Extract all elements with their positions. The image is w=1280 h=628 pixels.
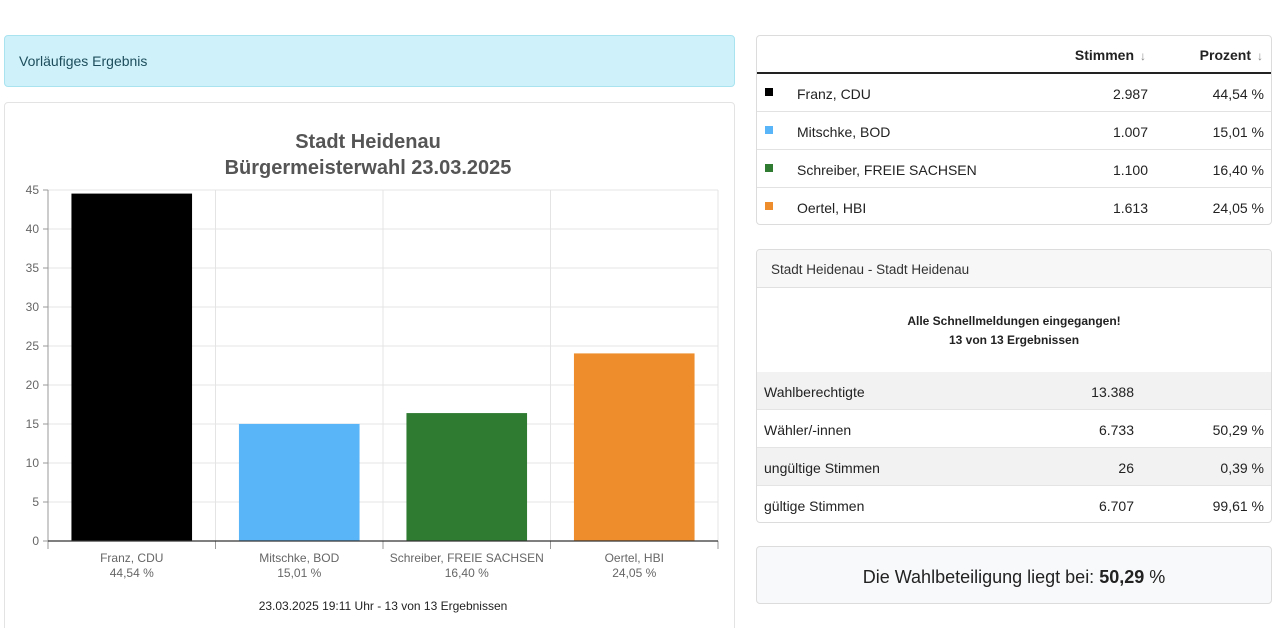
color-swatch xyxy=(765,164,773,172)
votes-column-header[interactable]: Stimmen ↓ xyxy=(1074,47,1146,63)
table-row: Schreiber, FREIE SACHSEN 1.100 16,40 % xyxy=(757,150,1271,188)
summary-row: ungültige Stimmen 26 0,39 % xyxy=(757,448,1271,486)
summary-label: gültige Stimmen xyxy=(764,498,865,514)
summary-card: Stadt Heidenau - Stadt Heidenau Alle Sch… xyxy=(756,249,1272,523)
reporting-notice: Alle Schnellmeldungen eingegangen! 13 vo… xyxy=(757,312,1271,350)
results-table: Stimmen ↓ Prozent ↓ Franz, CDU 2.987 44,54… xyxy=(756,35,1272,225)
bar xyxy=(71,193,193,541)
summary-row: gültige Stimmen 6.707 99,61 % xyxy=(757,486,1271,522)
y-tick-label: 45 xyxy=(26,183,40,197)
summary-label: Wähler/-innen xyxy=(764,422,852,438)
y-tick-label: 20 xyxy=(26,378,40,392)
bar xyxy=(573,353,695,541)
summary-percent: 50,29 % xyxy=(1212,422,1264,438)
candidate-percent: 24,05 % xyxy=(1212,200,1264,216)
turnout-suffix: % xyxy=(1149,567,1166,587)
banner-text: Vorläufiges Ergebnis xyxy=(19,53,148,69)
candidate-percent: 15,01 % xyxy=(1212,124,1264,140)
x-tick-sublabel: 15,01 % xyxy=(277,566,321,580)
x-tick-sublabel: 24,05 % xyxy=(612,566,656,580)
table-row: Oertel, HBI 1.613 24,05 % xyxy=(757,188,1271,224)
y-tick-label: 35 xyxy=(26,261,40,275)
turnout-box: Die Wahlbeteiligung liegt bei: 50,29 % xyxy=(756,546,1272,604)
x-tick-label: Mitschke, BOD xyxy=(259,551,339,565)
candidate-name: Schreiber, FREIE SACHSEN xyxy=(797,162,977,178)
chart-title-line: Stadt Heidenau xyxy=(295,131,441,153)
table-row: Franz, CDU 2.987 44,54 % xyxy=(757,74,1271,112)
candidate-name: Mitschke, BOD xyxy=(797,124,891,140)
candidate-percent: 44,54 % xyxy=(1212,86,1264,102)
summary-header: Stadt Heidenau - Stadt Heidenau xyxy=(757,250,1271,288)
bar-chart: Stadt Heidenau Bürgermeisterwahl 23.03.20… xyxy=(26,131,719,613)
preliminary-result-banner: Vorläufiges Ergebnis xyxy=(4,35,735,87)
candidate-votes: 2.987 xyxy=(1112,86,1148,102)
summary-row: Wahlberechtigte 13.388 xyxy=(757,372,1271,410)
candidate-votes: 1.613 xyxy=(1112,200,1148,216)
summary-value: 6.733 xyxy=(1098,422,1134,438)
turnout-prefix: Die Wahlbeteiligung liegt bei: xyxy=(862,567,1095,587)
table-row: Mitschke, BOD 1.007 15,01 % xyxy=(757,112,1271,150)
notice-line-2: 13 von 13 Ergebnissen xyxy=(948,333,1080,347)
summary-percent: 99,61 % xyxy=(1212,498,1264,514)
summary-label: ungültige Stimmen xyxy=(764,460,880,476)
color-swatch xyxy=(765,202,773,210)
x-tick-label: Oertel, HBI xyxy=(605,551,664,565)
x-tick-label: Schreiber, FREIE SACHSEN xyxy=(390,551,544,565)
y-tick-label: 5 xyxy=(32,495,39,509)
x-tick-sublabel: 16,40 % xyxy=(445,566,489,580)
candidate-percent: 16,40 % xyxy=(1212,162,1264,178)
summary-value: 26 xyxy=(1118,460,1134,476)
turnout-value: 50,29 xyxy=(1099,567,1145,587)
candidate-votes: 1.100 xyxy=(1112,162,1148,178)
color-swatch xyxy=(765,126,773,134)
results-table-header: Stimmen ↓ Prozent ↓ xyxy=(757,36,1271,74)
candidate-votes: 1.007 xyxy=(1112,124,1148,140)
percent-column-header[interactable]: Prozent ↓ xyxy=(1199,47,1263,63)
x-tick-sublabel: 44,54 % xyxy=(110,566,154,580)
summary-percent: 0,39 % xyxy=(1220,460,1264,476)
y-tick-label: 30 xyxy=(26,300,40,314)
summary-row: Wähler/-innen 6.733 50,29 % xyxy=(757,410,1271,448)
summary-value: 6.707 xyxy=(1098,498,1134,514)
summary-label: Wahlberechtigte xyxy=(764,384,865,400)
candidate-name: Franz, CDU xyxy=(797,86,871,102)
chart-card: Stadt Heidenau Bürgermeisterwahl 23.03.20… xyxy=(4,102,735,628)
y-tick-label: 10 xyxy=(26,456,40,470)
y-tick-label: 25 xyxy=(26,339,40,353)
candidate-name: Oertel, HBI xyxy=(797,200,867,216)
bar xyxy=(238,423,360,541)
bar xyxy=(406,413,528,541)
x-tick-label: Franz, CDU xyxy=(100,551,163,565)
chart-footer: 23.03.2025 19:11 Uhr - 13 von 13 Ergebni… xyxy=(259,599,508,613)
notice-line-1: Alle Schnellmeldungen eingegangen! xyxy=(907,314,1121,328)
y-tick-label: 40 xyxy=(26,222,40,236)
sort-arrow-icon: ↓ xyxy=(1257,49,1263,63)
y-tick-label: 15 xyxy=(26,417,40,431)
summary-value: 13.388 xyxy=(1091,384,1134,400)
color-swatch xyxy=(765,88,773,96)
y-tick-label: 0 xyxy=(32,534,39,548)
sort-arrow-icon: ↓ xyxy=(1140,49,1146,63)
chart-title-line: Bürgermeisterwahl 23.03.2025 xyxy=(225,157,512,179)
